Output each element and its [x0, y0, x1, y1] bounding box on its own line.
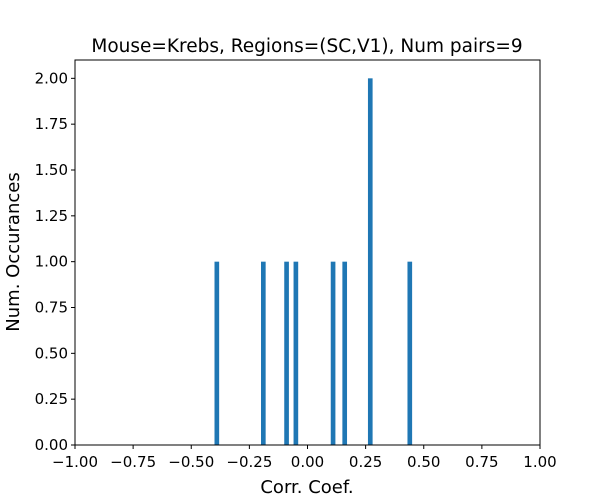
histogram-bar	[367, 78, 373, 445]
bars-group	[214, 78, 413, 445]
histogram-bar	[342, 261, 348, 445]
y-tick-label: 0.75	[35, 299, 68, 317]
histogram-bar	[293, 261, 299, 445]
histogram-bar	[407, 261, 413, 445]
y-tick-label: 1.75	[35, 115, 68, 133]
x-tick-label: 0.75	[465, 453, 498, 471]
plot-frame	[74, 59, 541, 446]
y-tick-label: 0.00	[35, 436, 68, 454]
x-tick-label: −0.50	[168, 453, 214, 471]
histogram-bar	[214, 261, 220, 445]
x-tick-label: −0.25	[226, 453, 272, 471]
y-tick-label: 2.00	[35, 69, 68, 87]
y-tick-label: 0.25	[35, 390, 68, 408]
x-tick-label: 1.00	[523, 453, 556, 471]
histogram-bar	[261, 261, 266, 445]
y-axis-label: Num. Occurances	[3, 172, 24, 331]
y-axis-ticks: 0.00 0.25 0.50 0.75 1.00 1.25 1.50 1.75 2.00	[35, 69, 75, 454]
y-tick-label: 1.25	[35, 207, 68, 225]
y-tick-label: 1.50	[35, 161, 68, 179]
x-tick-label: −0.75	[110, 453, 156, 471]
x-axis-label: Corr. Coef.	[260, 477, 353, 498]
y-tick-label: 1.00	[35, 253, 68, 271]
histogram-bar	[284, 261, 289, 445]
x-tick-label: 0.00	[291, 453, 324, 471]
x-tick-label: −1.00	[52, 453, 98, 471]
x-axis-ticks: −1.00 −0.75 −0.50 −0.25 0.00 0.25 0.50 0.75 1.00	[52, 445, 557, 471]
y-tick-label: 0.50	[35, 344, 68, 362]
x-tick-label: 0.50	[407, 453, 440, 471]
histogram-bar	[330, 261, 336, 445]
chart-title: Mouse=Krebs, Regions=(SC,V1), Num pairs=…	[91, 36, 522, 57]
x-tick-label: 0.25	[349, 453, 382, 471]
